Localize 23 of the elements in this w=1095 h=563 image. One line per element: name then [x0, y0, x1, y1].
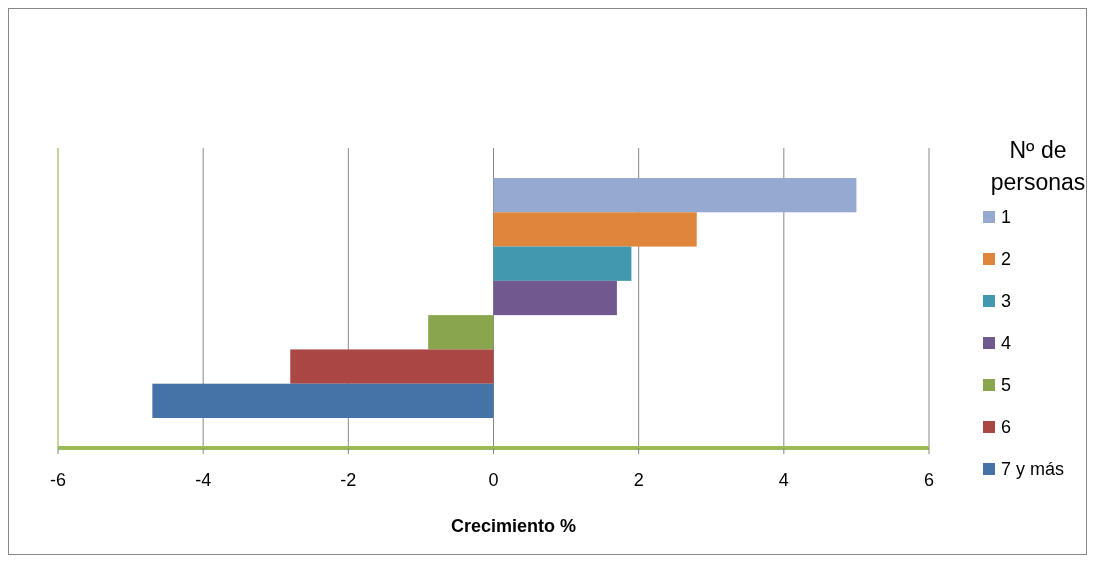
x-tick-label: 0 — [488, 470, 499, 490]
bar — [428, 315, 494, 350]
legend-label: 2 — [1001, 249, 1012, 269]
legend-label: 3 — [1001, 291, 1012, 311]
x-tick-label: -6 — [49, 470, 67, 490]
x-tick-label: 4 — [778, 470, 789, 490]
legend-label: 4 — [1001, 333, 1012, 353]
x-tick-label: -2 — [340, 470, 357, 490]
legend-label: 1 — [1001, 207, 1012, 227]
bar — [152, 383, 494, 418]
bar — [493, 178, 857, 213]
legend-label: 7 y más — [1001, 459, 1065, 479]
x-tick-label: 6 — [923, 470, 935, 490]
x-tick-label: 2 — [633, 470, 644, 490]
legend-label: 6 — [1001, 417, 1012, 437]
bar — [290, 349, 494, 384]
x-tick-label: -4 — [195, 470, 212, 490]
bar — [493, 212, 697, 247]
legend-label: 5 — [1001, 375, 1012, 395]
legend-title: Nº de personas — [990, 137, 1086, 195]
x-axis-title: Crecimiento % — [450, 516, 577, 536]
bar — [493, 280, 617, 316]
bar — [493, 246, 632, 281]
